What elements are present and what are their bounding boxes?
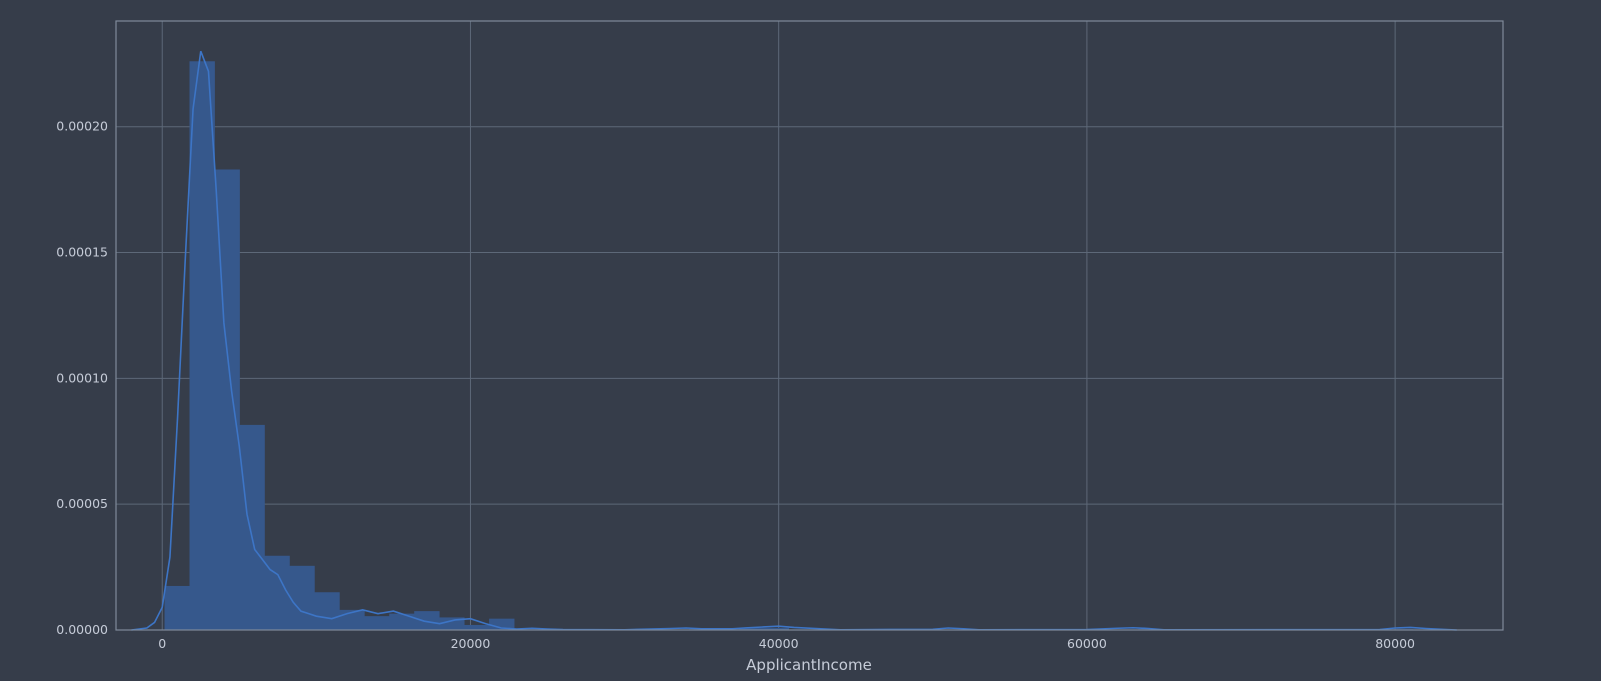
x-axis-label: ApplicantIncome [746, 656, 872, 674]
y-tick-label: 0.00020 [56, 119, 108, 134]
density-curve [131, 50, 1457, 631]
histogram-bar [189, 61, 215, 630]
y-tick-label: 0.00010 [56, 370, 108, 385]
gridlines [116, 21, 1503, 631]
y-axis-ticks: 0.00000 0.00005 0.00010 0.00015 0.00020 [56, 119, 108, 637]
histogram-bar [464, 624, 490, 630]
y-tick-label: 0.00005 [56, 496, 108, 511]
x-tick-label: 40000 [759, 636, 799, 651]
histogram-bar [738, 627, 765, 630]
histogram-bar [389, 613, 415, 630]
y-tick-label: 0.00015 [56, 245, 108, 260]
x-tick-label: 20000 [451, 636, 491, 651]
histogram-bars [164, 61, 1414, 630]
histogram-bar [314, 592, 340, 630]
histogram-bar [164, 585, 190, 630]
histogram-bar [289, 565, 315, 630]
histogram-bar [439, 617, 465, 630]
y-tick-label: 0.00000 [56, 622, 108, 637]
histogram-bar [239, 424, 265, 630]
x-axis-ticks: 0 20000 40000 60000 80000 [158, 636, 1415, 651]
kde-line [131, 50, 1457, 631]
histogram-bar [414, 611, 440, 630]
histogram-bar [763, 627, 790, 630]
histogram-bar [364, 616, 390, 630]
x-tick-label: 0 [158, 636, 166, 651]
histogram-bar [489, 618, 515, 630]
x-tick-label: 60000 [1067, 636, 1107, 651]
plot-frame [115, 20, 1504, 631]
x-tick-label: 80000 [1375, 636, 1415, 651]
